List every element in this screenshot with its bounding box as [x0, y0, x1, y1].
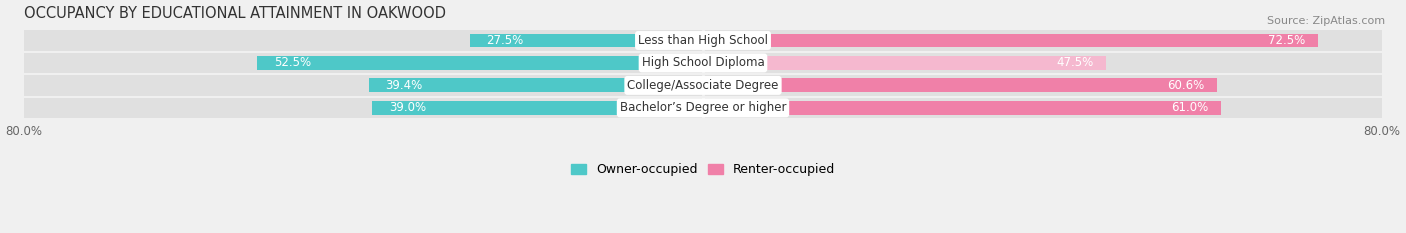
Bar: [703, 34, 1319, 48]
Text: OCCUPANCY BY EDUCATIONAL ATTAINMENT IN OAKWOOD: OCCUPANCY BY EDUCATIONAL ATTAINMENT IN O…: [24, 6, 446, 21]
Text: 47.5%: 47.5%: [1056, 56, 1094, 69]
Text: 52.5%: 52.5%: [274, 56, 312, 69]
Bar: [703, 101, 1220, 115]
Bar: [257, 56, 703, 70]
Text: High School Diploma: High School Diploma: [641, 56, 765, 69]
Text: 61.0%: 61.0%: [1171, 101, 1208, 114]
Legend: Owner-occupied, Renter-occupied: Owner-occupied, Renter-occupied: [571, 163, 835, 176]
Bar: [703, 56, 1107, 70]
Text: 60.6%: 60.6%: [1167, 79, 1205, 92]
Bar: [24, 53, 1382, 73]
Text: 39.4%: 39.4%: [385, 79, 423, 92]
Bar: [703, 79, 1218, 92]
Text: Bachelor’s Degree or higher: Bachelor’s Degree or higher: [620, 101, 786, 114]
Text: 27.5%: 27.5%: [486, 34, 524, 47]
Text: 39.0%: 39.0%: [389, 101, 426, 114]
Bar: [368, 79, 703, 92]
Text: College/Associate Degree: College/Associate Degree: [627, 79, 779, 92]
Bar: [373, 101, 703, 115]
Bar: [24, 75, 1382, 96]
Text: Source: ZipAtlas.com: Source: ZipAtlas.com: [1267, 16, 1385, 26]
Text: 72.5%: 72.5%: [1268, 34, 1306, 47]
Bar: [24, 98, 1382, 118]
Bar: [470, 34, 703, 48]
Text: Less than High School: Less than High School: [638, 34, 768, 47]
Bar: [24, 30, 1382, 51]
